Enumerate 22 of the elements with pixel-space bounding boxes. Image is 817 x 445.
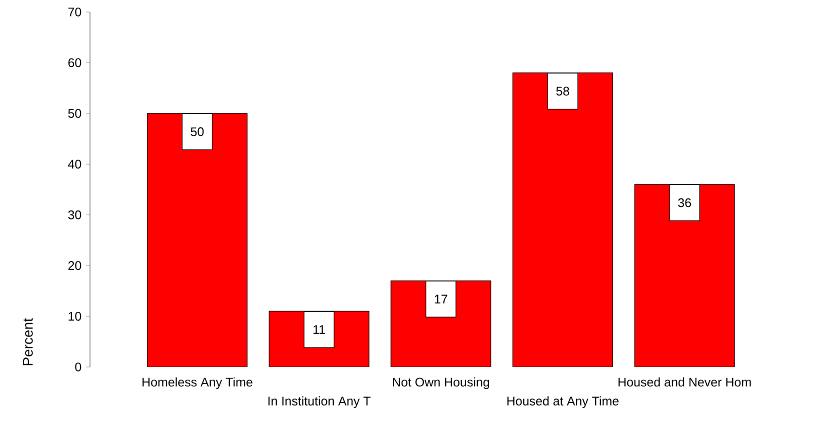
y-tick-label: 10 [68, 312, 82, 321]
y-tick-label: 60 [68, 58, 82, 68]
y-tick-label: 40 [68, 160, 82, 169]
y-tick-label: 50 [68, 109, 82, 118]
data-label: 36 [678, 198, 691, 208]
x-tick-label: Not Own Housing [392, 377, 490, 390]
y-tick-label: 0 [75, 362, 82, 372]
y-tick-label: 20 [68, 261, 82, 270]
x-tick-label: In Institution Any T [268, 396, 371, 408]
data-label: 50 [190, 127, 204, 136]
y-tick-label: 70 [68, 8, 82, 16]
x-tick-label: Housed at Any Time [507, 396, 619, 408]
data-label: 58 [556, 86, 570, 96]
y-tick-label: 30 [68, 210, 82, 220]
x-tick-label: Housed and Never Hom [618, 377, 751, 387]
bar [147, 113, 248, 367]
data-label: 11 [314, 325, 325, 334]
bar [634, 184, 735, 367]
bar [512, 72, 613, 367]
x-tick-label: Homeless Any Time [142, 377, 252, 390]
data-label: 17 [434, 294, 448, 304]
y-axis-title: Percent [23, 318, 33, 366]
